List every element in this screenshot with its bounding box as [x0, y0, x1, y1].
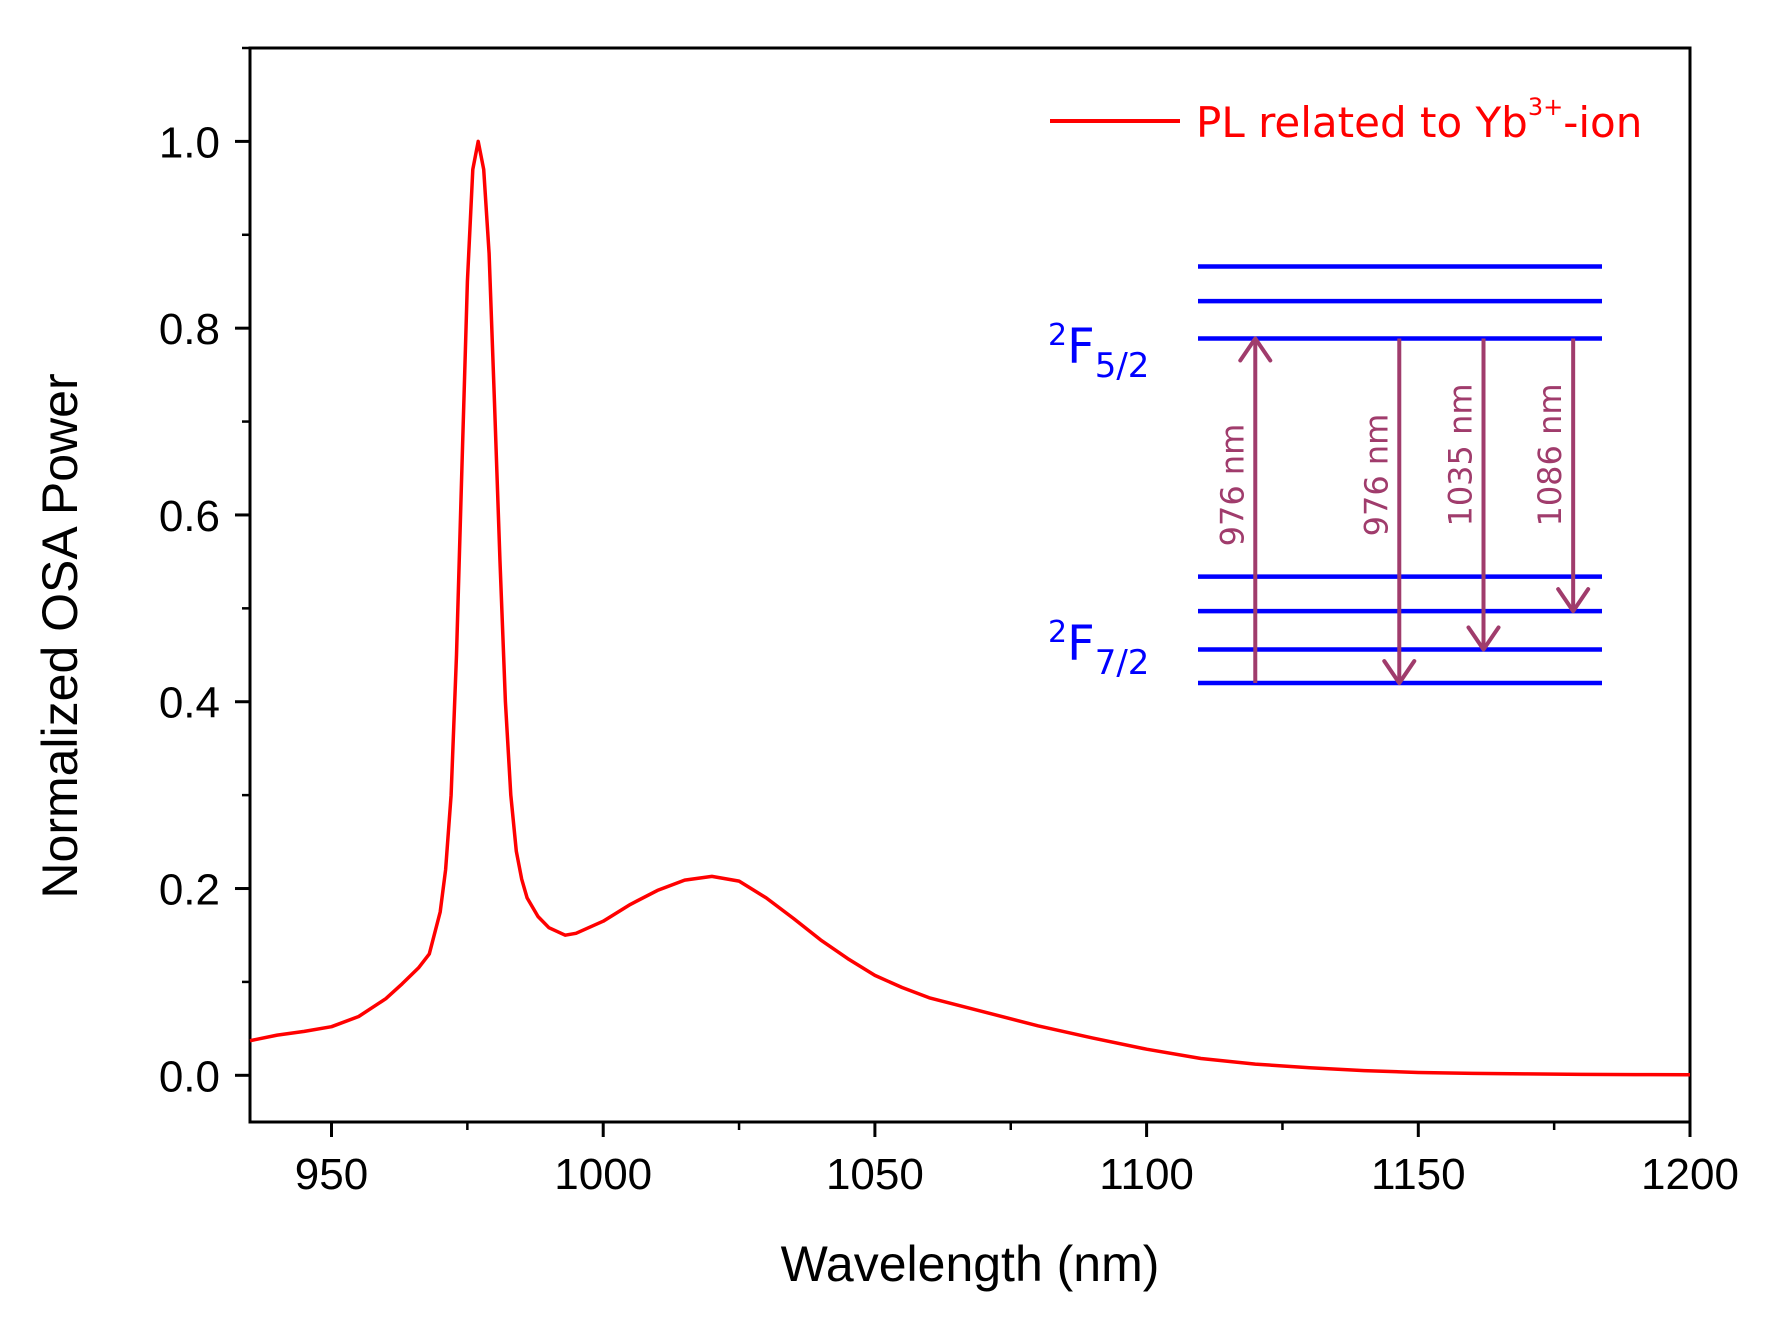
arrowhead [1556, 587, 1591, 614]
x-tick-label: 950 [295, 1150, 368, 1199]
transition-label: 1035 nm [1442, 383, 1480, 526]
transition-label: 976 nm [1357, 414, 1395, 537]
plot-border [248, 46, 1692, 1124]
series-line [249, 139, 1691, 1077]
arrowhead [1466, 625, 1501, 652]
lower-term-symbol-sub: 7/2 [1095, 643, 1150, 683]
x-tick-label: 1050 [826, 1150, 924, 1199]
x-axis: 950 1000 1050 1100 1150 1200 [295, 1122, 1739, 1199]
y-tick-label: 1.0 [159, 118, 220, 167]
upper-term-symbol: 2F5/2 [1048, 318, 1149, 386]
series-layer [249, 139, 1691, 1077]
legend-label-suffix: -ion [1563, 98, 1642, 147]
y-tick-label: 0.8 [159, 305, 220, 354]
upper-term-symbol-sub: 5/2 [1095, 346, 1150, 386]
x-axis-title: Wavelength (nm) [781, 1236, 1160, 1292]
upper-term-symbol-presup: 2 [1048, 318, 1067, 353]
legend-label: PL related to Yb3+-ion [1196, 93, 1642, 147]
x-tick-label: 1100 [1099, 1150, 1194, 1199]
y-tick-label: 0.6 [159, 492, 220, 541]
legend-label-sup: 3+ [1528, 93, 1563, 121]
y-tick-label: 0.4 [159, 679, 220, 728]
x-tick-label: 1000 [554, 1150, 652, 1199]
transition-label: 1086 nm [1531, 383, 1569, 526]
x-tick-label: 1150 [1371, 1150, 1466, 1199]
y-tick-label: 0.2 [159, 866, 220, 915]
transition-label: 976 nm [1213, 424, 1251, 547]
legend: PL related to Yb3+-ion [1050, 93, 1642, 147]
lower-term-symbol-base: F [1067, 616, 1095, 672]
y-axis: 0.0 0.2 0.4 0.6 0.8 1.0 [159, 46, 250, 1101]
upper-term-symbol-base: F [1067, 319, 1095, 375]
legend-label-main: PL related to Yb [1196, 98, 1528, 147]
x-tick-label: 1200 [1641, 1150, 1739, 1199]
lower-term-symbol: 2F7/2 [1048, 615, 1149, 683]
y-axis-title: Normalized OSA Power [32, 373, 88, 898]
lower-term-symbol-presup: 2 [1048, 615, 1067, 650]
y-tick-label: 0.0 [159, 1052, 220, 1101]
arrowhead [1382, 659, 1417, 686]
plot-frame [248, 46, 1692, 1124]
arrowhead [1238, 336, 1273, 363]
